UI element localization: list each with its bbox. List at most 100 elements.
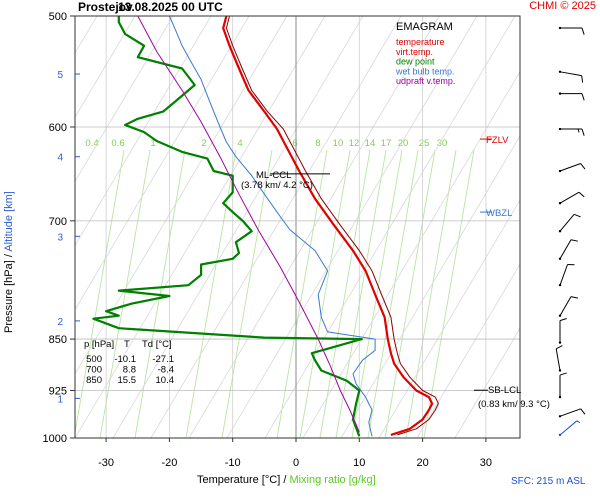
wind-barb-flag: [559, 372, 567, 376]
table-header: T: [124, 339, 130, 350]
wind-barb: [558, 70, 584, 83]
dry-adiabat-line: [264, 16, 516, 438]
fzlv-label: FZLV: [486, 135, 509, 146]
x-tick-label: -30: [98, 457, 114, 469]
wind-barb: [558, 239, 578, 260]
mixing-ratio-label: 6: [292, 138, 297, 149]
mixing-ratio-line: [319, 149, 371, 438]
data-table: p [hPa] T Td [°C] 500 -10.1 -27.1 700 8.8 -8.4 85…: [84, 339, 174, 386]
legend-item: virt.temp.: [396, 47, 433, 57]
wind-barb: [558, 408, 586, 418]
y-tick-label: 1000: [43, 433, 67, 445]
dry-adiabat-line: [378, 199, 520, 438]
mixing-ratio-label: 0.4: [85, 138, 98, 149]
dry-adiabat-line: [75, 16, 212, 247]
mixing-ratio-line: [221, 149, 273, 438]
table-cell: 850: [86, 375, 102, 386]
dry-adiabat-line: [416, 263, 520, 438]
series-dew-point-line: [92, 16, 363, 437]
wind-barb: [558, 372, 567, 399]
credit-label: CHMI © 2025: [529, 0, 596, 12]
wind-barb-shaft: [559, 71, 582, 77]
wind-barb-station: [558, 26, 562, 30]
y-tick-label: 600: [49, 122, 67, 134]
table-cell: 8.8: [123, 365, 136, 376]
y-tick-label: 500: [49, 11, 67, 23]
y-tick-label: 700: [49, 216, 67, 228]
mixing-ratio-line: [299, 149, 351, 438]
dry-adiabat-line: [226, 16, 478, 438]
wind-barbs: [555, 26, 586, 437]
mixing-ratio-label: 30: [437, 138, 448, 149]
wind-barb-flag: [559, 317, 567, 322]
x-tick-label: -10: [225, 457, 241, 469]
wind-barb-shaft: [559, 296, 572, 316]
wind-barb-flag: [570, 296, 578, 299]
mixing-ratio-label: 20: [398, 138, 409, 149]
mixing-ratio-line: [423, 149, 475, 438]
x-tick-label: 20: [416, 457, 428, 469]
wind-barb-shaft: [559, 239, 572, 260]
mixing-ratio-label: 8: [315, 138, 320, 149]
wind-barb-station: [558, 202, 562, 205]
table-cell: 700: [86, 365, 102, 376]
mixing-ratio-label: 17: [381, 138, 392, 149]
wind-barb-shaft: [559, 191, 580, 204]
mixing-ratio-label: 12: [349, 138, 360, 149]
table-header: Td [°C]: [142, 339, 172, 350]
wind-barb-shaft: [559, 163, 581, 172]
wind-barb-flag: [581, 75, 584, 83]
wind-barb: [558, 127, 585, 136]
wind-barb-station: [558, 283, 562, 287]
table-cell: 500: [86, 354, 102, 365]
wind-barb-station: [558, 341, 562, 344]
series-virt-temp--line: [225, 16, 439, 436]
altitude-tick-label: 1: [57, 394, 63, 405]
wind-barb-shaft: [555, 348, 561, 371]
mixing-ratio-label: 2: [201, 138, 206, 149]
wind-barb-shaft: [559, 420, 578, 436]
x-tick-label: 0: [293, 457, 299, 469]
wind-barb-flag: [580, 163, 586, 170]
legend-item: wet bulb temp.: [395, 66, 455, 76]
table-cell: -27.1: [152, 354, 174, 365]
wind-barb-station: [558, 415, 562, 418]
altitude-tick-label: 5: [57, 70, 63, 81]
y-tick-label: 850: [49, 334, 67, 346]
mixing-ratio-line: [276, 149, 328, 438]
mixing-ratio-lines: 0.4 0.6 1 2 4 6 8 10 12 14 17 20 25 30: [75, 138, 475, 438]
dry-adiabat-line: [340, 135, 520, 438]
dry-adiabat-line: [150, 16, 402, 438]
table-header: p [hPa]: [84, 339, 114, 350]
wind-barb-shaft: [559, 408, 581, 417]
dry-adiabat-line: [454, 327, 520, 438]
x-tick-label: 30: [480, 457, 492, 469]
mixing-ratio-line: [99, 149, 151, 438]
wind-barb-station: [558, 433, 562, 437]
legend-item: dew point: [396, 57, 435, 67]
wind-barb-station: [558, 395, 562, 399]
table-cell: -8.4: [158, 365, 174, 376]
altitude-tick-label: 3: [57, 232, 63, 243]
ml-ccl-label: ML-CCL: [256, 170, 291, 181]
wind-barb-shaft: [559, 264, 568, 286]
plot-frame: [74, 15, 521, 439]
dry-adiabat-line: [75, 16, 288, 375]
wind-barb: [558, 420, 581, 437]
wind-barb-station: [558, 257, 562, 260]
sb-lcl-value: (0.83 km/ 9.3 °C): [478, 399, 550, 410]
sounding-datetime: 13.08.2025 00 UTC: [118, 0, 223, 14]
wbzl-label: WBZL: [486, 208, 512, 219]
surface-elevation: SFC: 215 m ASL: [511, 476, 586, 487]
dry-adiabat-line: [75, 16, 136, 119]
wind-barb-station: [558, 127, 562, 131]
wind-barb: [558, 92, 585, 101]
wind-barb-station: [558, 314, 562, 317]
mixing-ratio-line: [335, 149, 387, 438]
series-temperature-line: [222, 16, 434, 436]
wind-barb-flag: [570, 239, 578, 242]
dry-adiabat-line: [75, 16, 326, 438]
wind-barb: [558, 296, 578, 317]
x-tick-label: 10: [353, 457, 365, 469]
